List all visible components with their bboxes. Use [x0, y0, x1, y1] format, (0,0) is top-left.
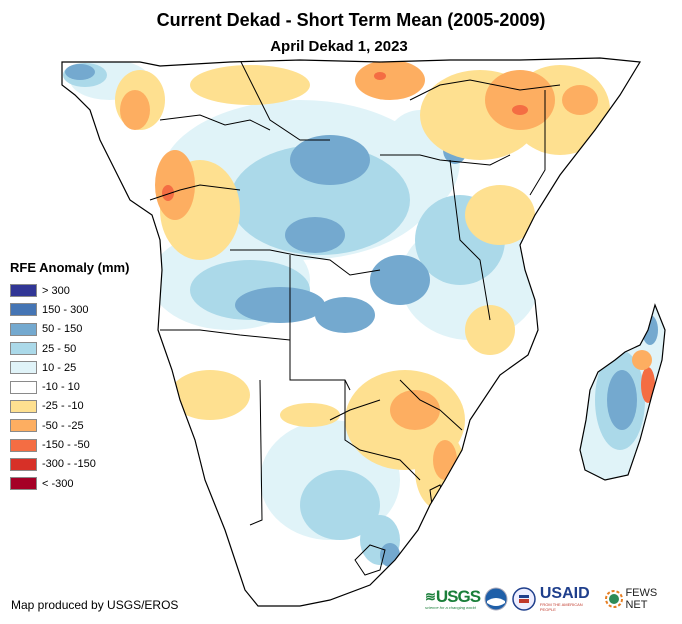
legend-item: -50 - -25	[10, 416, 129, 435]
legend-item: < -300	[10, 474, 129, 493]
legend-label: -10 - 10	[42, 381, 80, 394]
legend-label: 50 - 150	[42, 323, 83, 336]
map-subtitle: April Dekad 1, 2023	[270, 38, 408, 55]
legend-item: 50 - 150	[10, 320, 129, 339]
legend-item: -25 - -10	[10, 397, 129, 416]
legend-label: -150 - -50	[42, 439, 90, 452]
anomaly-minus25-50-areas	[120, 60, 598, 480]
legend-swatch	[10, 438, 37, 452]
fews-globe-icon	[604, 590, 623, 608]
usgs-logo: ≋ USGS science for a changing world	[425, 586, 481, 610]
legend-label: -25 - -10	[42, 400, 84, 413]
country-borders	[149, 59, 561, 576]
legend-swatch	[10, 477, 37, 491]
madagascar-anomaly-layer	[580, 305, 665, 480]
legend-item: 10 - 25	[10, 358, 129, 377]
legend-swatch	[10, 457, 37, 471]
legend-label: -50 - -25	[42, 419, 84, 432]
anomaly-minus50-150-areas	[162, 72, 528, 201]
legend-swatch	[10, 342, 37, 356]
legend: RFE Anomaly (mm) > 300 150 - 300 50 - 150 2…	[10, 260, 129, 493]
legend-swatch	[10, 361, 37, 375]
legend-label: -300 - -150	[42, 458, 96, 471]
legend-item: -300 - -150	[10, 455, 129, 474]
legend-label: 10 - 25	[42, 361, 77, 374]
map-title: Current Dekad - Short Term Mean (2005-20…	[156, 10, 546, 30]
map-credit: Map produced by USGS/EROS	[11, 598, 179, 612]
usaid-seal-icon	[512, 587, 536, 611]
legend-swatch	[10, 322, 37, 336]
legend-item: -150 - -50	[10, 435, 129, 454]
legend-item: > 300	[10, 281, 129, 300]
legend-swatch	[10, 303, 37, 317]
legend-label: < -300	[42, 477, 74, 490]
legend-title: RFE Anomaly (mm)	[10, 260, 130, 275]
usaid-logo: USAID FROM THE AMERICAN PEOPLE	[539, 585, 590, 613]
partner-logos: ≋ USGS science for a changing world USAID…	[425, 585, 682, 613]
legend-label: > 300	[42, 284, 70, 297]
madagascar-outline	[579, 303, 666, 481]
legend-swatch	[10, 284, 37, 298]
usgs-wave-icon: ≋	[425, 588, 436, 604]
fews-net-logo: FEWS NET	[604, 587, 682, 611]
legend-swatch	[10, 399, 37, 413]
legend-swatch	[10, 380, 37, 394]
legend-label: 150 - 300	[42, 303, 89, 316]
legend-item: 150 - 300	[10, 300, 129, 319]
legend-label: 25 - 50	[42, 342, 77, 355]
legend-item: 25 - 50	[10, 339, 129, 358]
legend-item: -10 - 10	[10, 377, 129, 396]
noaa-logo-icon	[484, 587, 508, 611]
legend-swatch	[10, 419, 37, 433]
